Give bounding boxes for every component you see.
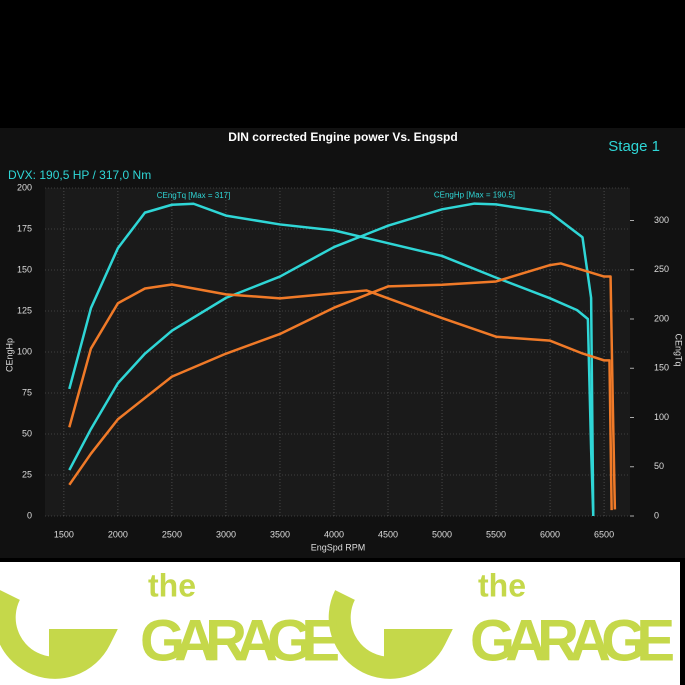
x-tick-label: 3500 [270,529,290,539]
logo-word: GARAGE [140,608,340,673]
annotation: CEngHp [Max = 190.5] [434,191,515,200]
x-tick-label: 6000 [540,529,560,539]
y2-tick-label: 50 [654,461,664,471]
y-tick-label: 75 [22,387,32,397]
y-tick-label: 175 [17,223,32,233]
y-tick-label: 150 [17,264,32,274]
logo-g [0,590,118,679]
x-axis-label: EngSpd RPM [311,542,366,552]
logo-band: the GARAGE the GARAGE [0,562,680,685]
series-line [68,262,617,510]
y2-axis-label: CEngTq [674,333,684,366]
plot-area [45,188,630,516]
logo-word: the [148,567,196,603]
x-tick-label: 3000 [216,529,236,539]
x-tick-label: 2500 [162,529,182,539]
y2-tick-label: 100 [654,412,669,422]
y-axis-label: CEngHp [4,338,14,372]
x-tick-label: 5000 [432,529,452,539]
x-tick-label: 2000 [108,529,128,539]
logo-word: the [478,567,526,603]
y-tick-label: 25 [22,469,32,479]
y2-tick-label: 150 [654,363,669,373]
x-tick-label: 5500 [486,529,506,539]
y2-tick-label: 200 [654,313,669,323]
y-tick-label: 200 [17,182,32,192]
logo-g [328,590,453,679]
x-tick-label: 4500 [378,529,398,539]
stage-badge: Stage 1 [608,138,660,155]
annotation: CEngTq [Max = 317] [157,191,231,200]
y2-tick-label: 300 [654,215,669,225]
x-tick-label: 6500 [594,529,614,539]
y-tick-label: 100 [17,346,32,356]
logo-word: GARAGE [470,608,675,673]
subtitle: DVX: 190,5 HP / 317,0 Nm [8,168,151,182]
y-tick-label: 125 [17,305,32,315]
y-tick-label: 50 [22,428,32,438]
series-line [68,202,595,517]
y2-tick-label: 250 [654,264,669,274]
x-tick-label: 4000 [324,529,344,539]
series-line [68,283,613,511]
x-tick-label: 1500 [54,529,74,539]
y2-tick-label: 0 [654,510,659,520]
y-tick-label: 0 [27,510,32,520]
series-line [68,202,595,517]
chart-title: DIN corrected Engine power Vs. Engspd [228,130,457,144]
